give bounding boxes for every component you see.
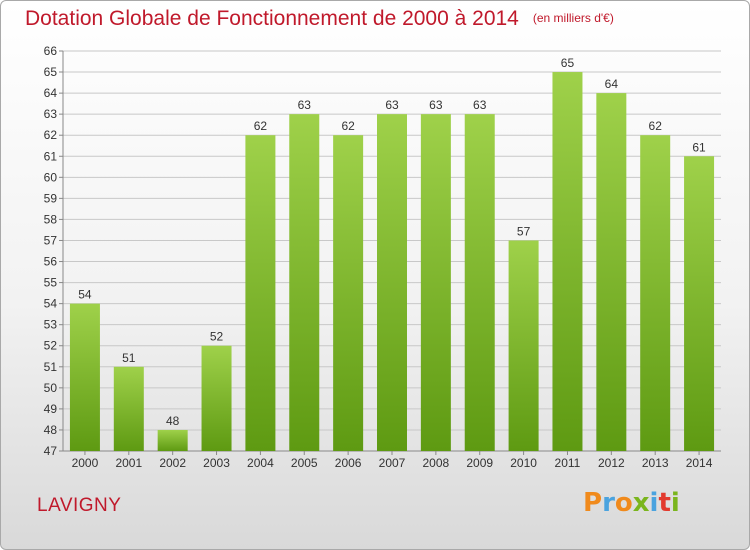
bar xyxy=(508,240,539,451)
logo-letter: i xyxy=(649,488,659,518)
y-tick-label: 54 xyxy=(44,297,58,311)
x-tick-label: 2010 xyxy=(510,456,537,470)
x-tick-label: 2001 xyxy=(115,456,142,470)
x-tick-label: 2009 xyxy=(466,456,493,470)
bar xyxy=(289,114,320,451)
y-tick-label: 53 xyxy=(44,318,58,332)
x-tick-label: 2003 xyxy=(203,456,230,470)
x-tick-label: 2004 xyxy=(247,456,274,470)
y-tick-label: 65 xyxy=(44,65,58,79)
bar xyxy=(420,114,451,451)
y-tick-label: 51 xyxy=(44,360,58,374)
bar-value-label: 62 xyxy=(254,119,268,133)
bar-value-label: 63 xyxy=(429,98,443,112)
bar xyxy=(245,135,276,452)
bar-value-label: 52 xyxy=(210,330,224,344)
bar-value-label: 57 xyxy=(517,224,531,238)
bar xyxy=(596,93,627,452)
y-tick-label: 55 xyxy=(44,276,58,290)
bar-value-label: 62 xyxy=(649,119,663,133)
bar-value-label: 62 xyxy=(341,119,355,133)
bar xyxy=(113,366,144,451)
commune-name: LAVIGNY xyxy=(37,495,122,516)
bars xyxy=(69,72,715,452)
logo-letter: o xyxy=(614,488,633,518)
y-tick-label: 63 xyxy=(44,107,58,121)
x-tick-label: 2013 xyxy=(642,456,669,470)
y-tick-label: 64 xyxy=(44,86,58,100)
y-tick-label: 61 xyxy=(44,149,58,163)
x-tick-label: 2007 xyxy=(379,456,406,470)
y-tick-label: 60 xyxy=(44,170,58,184)
bar xyxy=(464,114,495,451)
labels: 54 51 48 52 62 63 62 63 63 63 57 65 64 62 61 xyxy=(78,56,706,428)
chart-title-text: Dotation Globale de Fonctionnement de 20… xyxy=(25,7,519,30)
logo-letter: t xyxy=(658,488,671,518)
x-tick-label: 2006 xyxy=(335,456,362,470)
bar xyxy=(201,345,232,451)
y-tick-label: 62 xyxy=(44,128,58,142)
x-tick-label: 2005 xyxy=(291,456,318,470)
y-tick-label: 47 xyxy=(44,444,58,458)
bar xyxy=(157,429,188,451)
bar-value-label: 63 xyxy=(298,98,312,112)
bar-value-label: 48 xyxy=(166,414,180,428)
bar xyxy=(684,156,715,451)
proxiti-logo[interactable]: Proxiti xyxy=(583,488,680,518)
logo-letter: i xyxy=(670,488,680,518)
logo-letter: r xyxy=(602,488,615,518)
x-tick-label: 2014 xyxy=(686,456,713,470)
bar-value-label: 61 xyxy=(692,140,706,154)
bar xyxy=(69,303,100,451)
y-tick-label: 50 xyxy=(44,381,58,395)
y-tick-label: 56 xyxy=(44,255,58,269)
bar-value-label: 63 xyxy=(473,98,487,112)
y-tick-label: 48 xyxy=(44,423,58,437)
y-tick-label: 59 xyxy=(44,191,58,205)
bar-value-label: 54 xyxy=(78,288,92,302)
bar xyxy=(333,135,364,452)
logo-letter: P xyxy=(583,488,603,518)
chart-title: Dotation Globale de Fonctionnement de 20… xyxy=(25,7,614,31)
y-tick-label: 66 xyxy=(44,44,58,58)
x-tick-label: 2000 xyxy=(72,456,99,470)
y-tick-label: 57 xyxy=(44,233,58,247)
y-tick-label: 49 xyxy=(44,402,58,416)
x-tick-label: 2008 xyxy=(423,456,450,470)
y-tick-label: 52 xyxy=(44,339,58,353)
bar xyxy=(552,72,583,451)
logo-letter: x xyxy=(632,488,650,518)
y-tick-label: 58 xyxy=(44,212,58,226)
x-tick-label: 2002 xyxy=(159,456,186,470)
x-tick-label: 2011 xyxy=(555,456,581,470)
bar xyxy=(377,114,407,451)
bar-value-label: 64 xyxy=(605,77,619,91)
bar xyxy=(640,135,671,452)
chart-unit-text: (en milliers d'€) xyxy=(532,11,614,25)
x-tick-label: 2012 xyxy=(598,456,625,470)
bar-value-label: 65 xyxy=(561,56,575,70)
bar-value-label: 51 xyxy=(122,351,136,365)
bar-value-label: 63 xyxy=(385,98,399,112)
